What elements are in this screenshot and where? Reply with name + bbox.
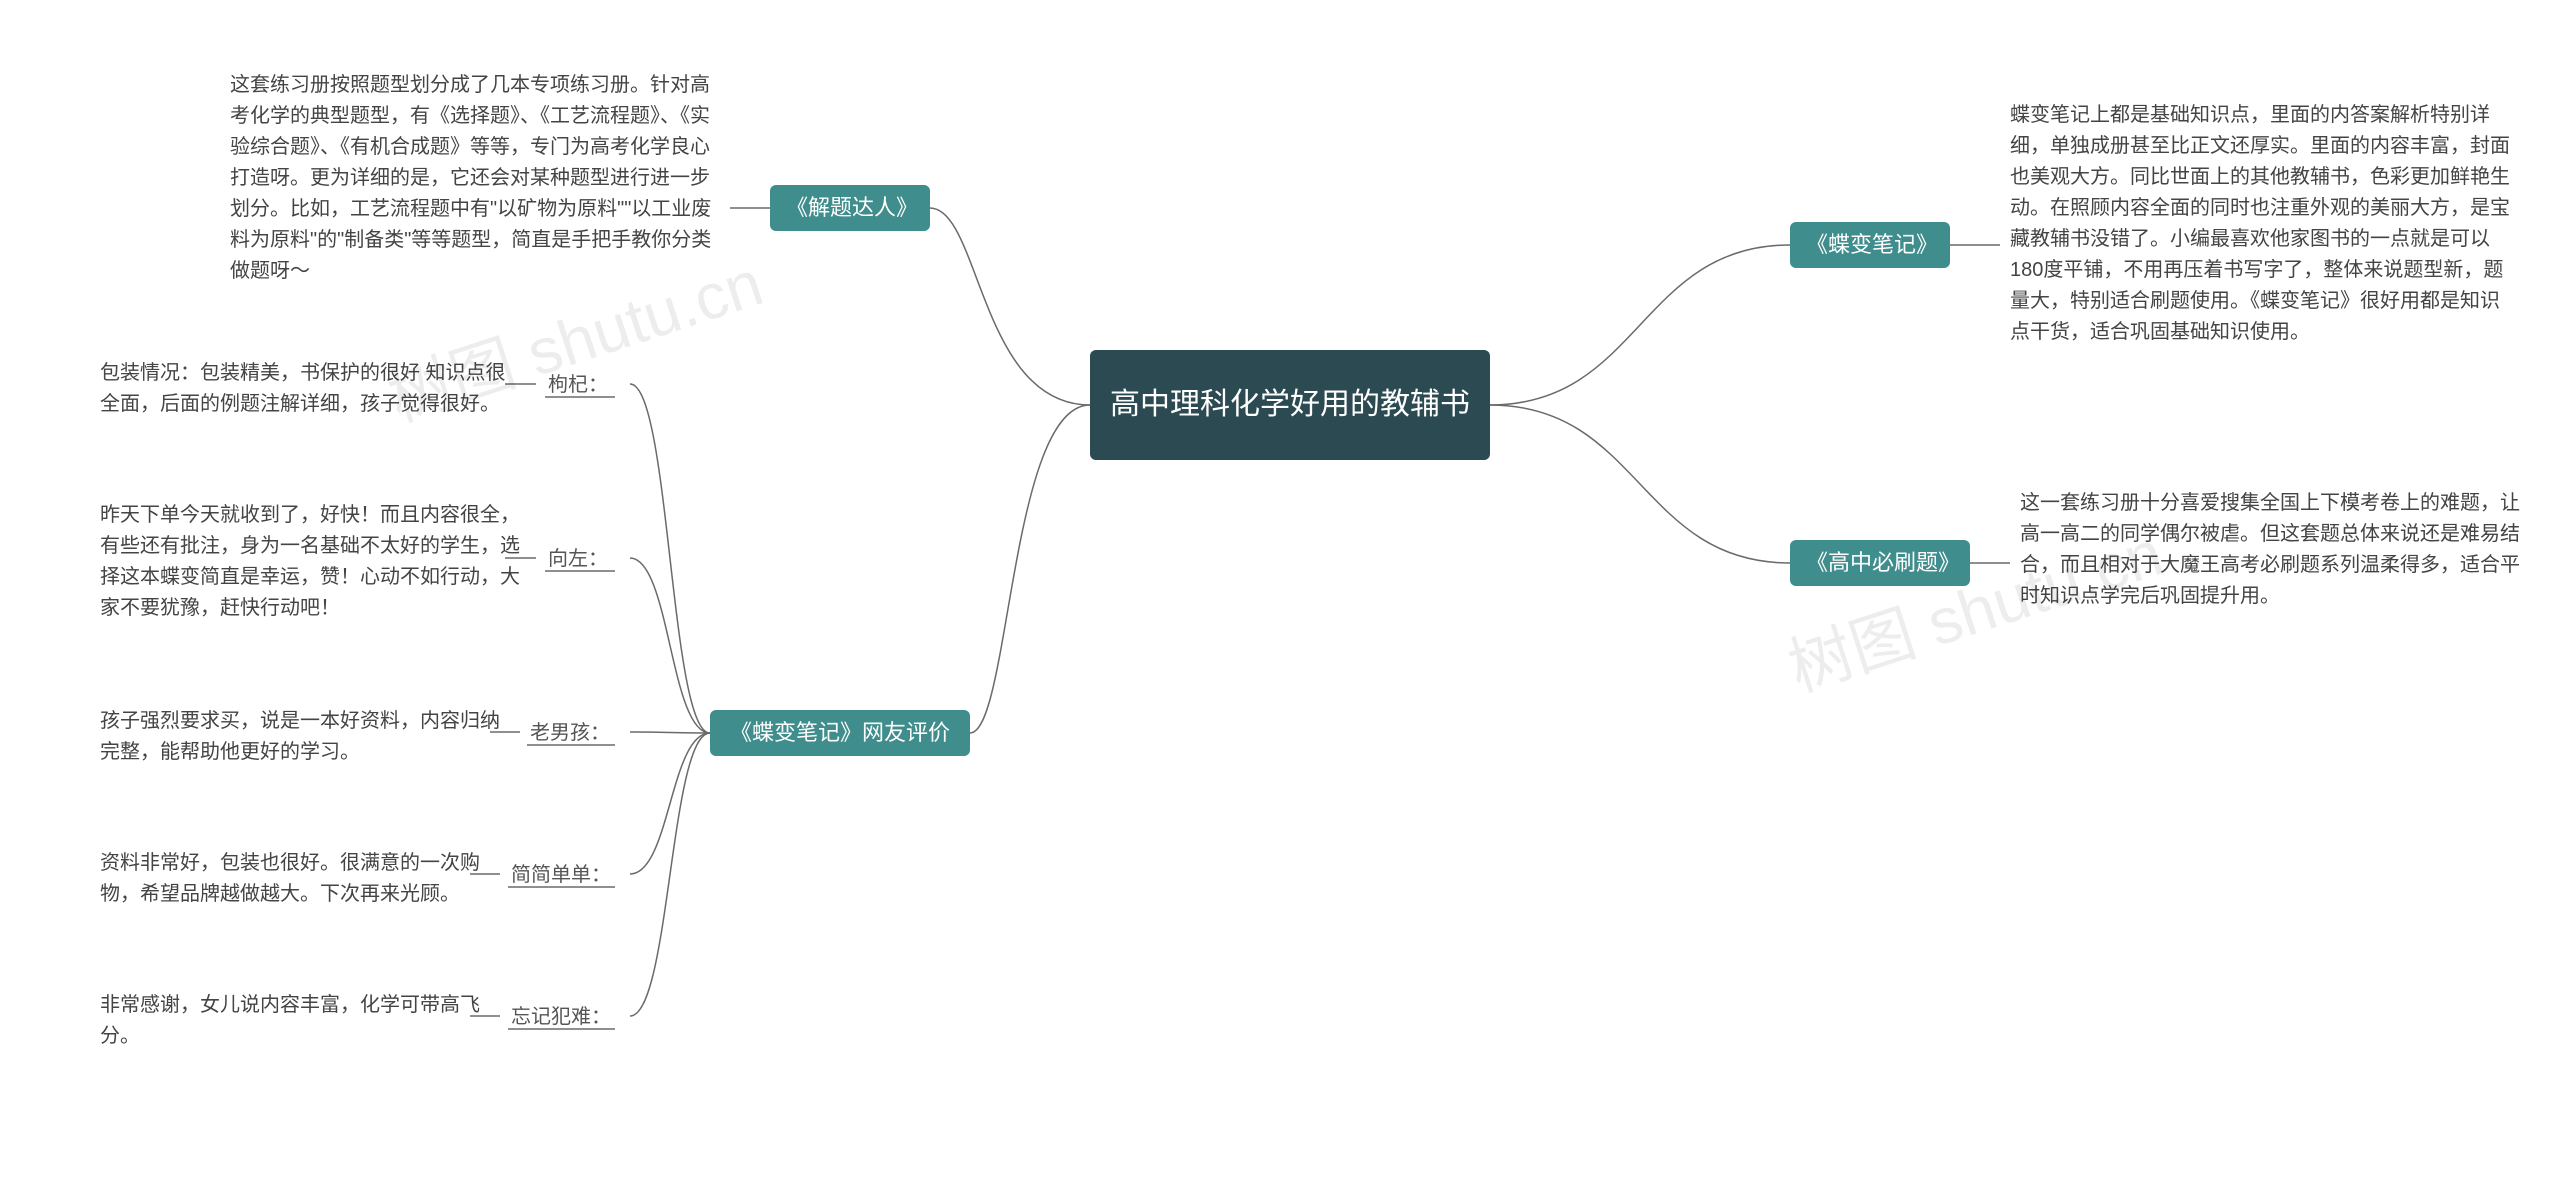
desc-diebian-notes: 蝶变笔记上都是基础知识点，里面的内答案解析特别详细，单独成册甚至比正文还厚实。里… [2010, 100, 2510, 348]
desc-gouqi: 包装情况：包装精美，书保护的很好 知识点很全面，后面的例题注解详细，孩子觉得很好… [100, 358, 520, 420]
leaf-xiangzuo: 向左： [548, 546, 608, 572]
desc-bishuati: 这一套练习册十分喜爱搜集全国上下模考卷上的难题，让高一高二的同学偶尔被虐。但这套… [2020, 488, 2520, 612]
desc-laonanhai: 孩子强烈要求买，说是一本好资料，内容归纳完整，能帮助他更好的学习。 [100, 706, 500, 768]
desc-wangji: 非常感谢，女儿说内容丰富，化学可带高飞分。 [100, 990, 500, 1052]
branch-label: 《蝶变笔记》网友评价 [730, 719, 950, 748]
leaf-jianjian: 简简单单： [511, 862, 611, 888]
root-node: 高中理科化学好用的教辅书 [1090, 350, 1490, 460]
leaf-wangji: 忘记犯难： [511, 1004, 611, 1030]
desc-xiangzuo: 昨天下单今天就收到了，好快！而且内容很全，有些还有批注，身为一名基础不太好的学生… [100, 500, 520, 624]
leaf-laonanhai: 老男孩： [530, 720, 610, 746]
leaf-gouqi: 枸杞： [548, 372, 608, 398]
desc-jietidaren: 这套练习册按照题型划分成了几本专项练习册。针对高考化学的典型题型，有《选择题》、… [230, 70, 720, 287]
branch-bishuati: 《高中必刷题》 [1790, 540, 1970, 586]
branch-jietidaren: 《解题达人》 [770, 185, 930, 231]
branch-label: 《解题达人》 [786, 194, 914, 223]
branch-label: 《高中必刷题》 [1806, 549, 1954, 578]
desc-jianjian: 资料非常好，包装也很好。很满意的一次购物，希望品牌越做越大。下次再来光顾。 [100, 848, 500, 910]
root-label: 高中理科化学好用的教辅书 [1110, 383, 1470, 427]
branch-reviews: 《蝶变笔记》网友评价 [710, 710, 970, 756]
branch-label: 《蝶变笔记》 [1806, 231, 1934, 260]
branch-diebian-notes: 《蝶变笔记》 [1790, 222, 1950, 268]
